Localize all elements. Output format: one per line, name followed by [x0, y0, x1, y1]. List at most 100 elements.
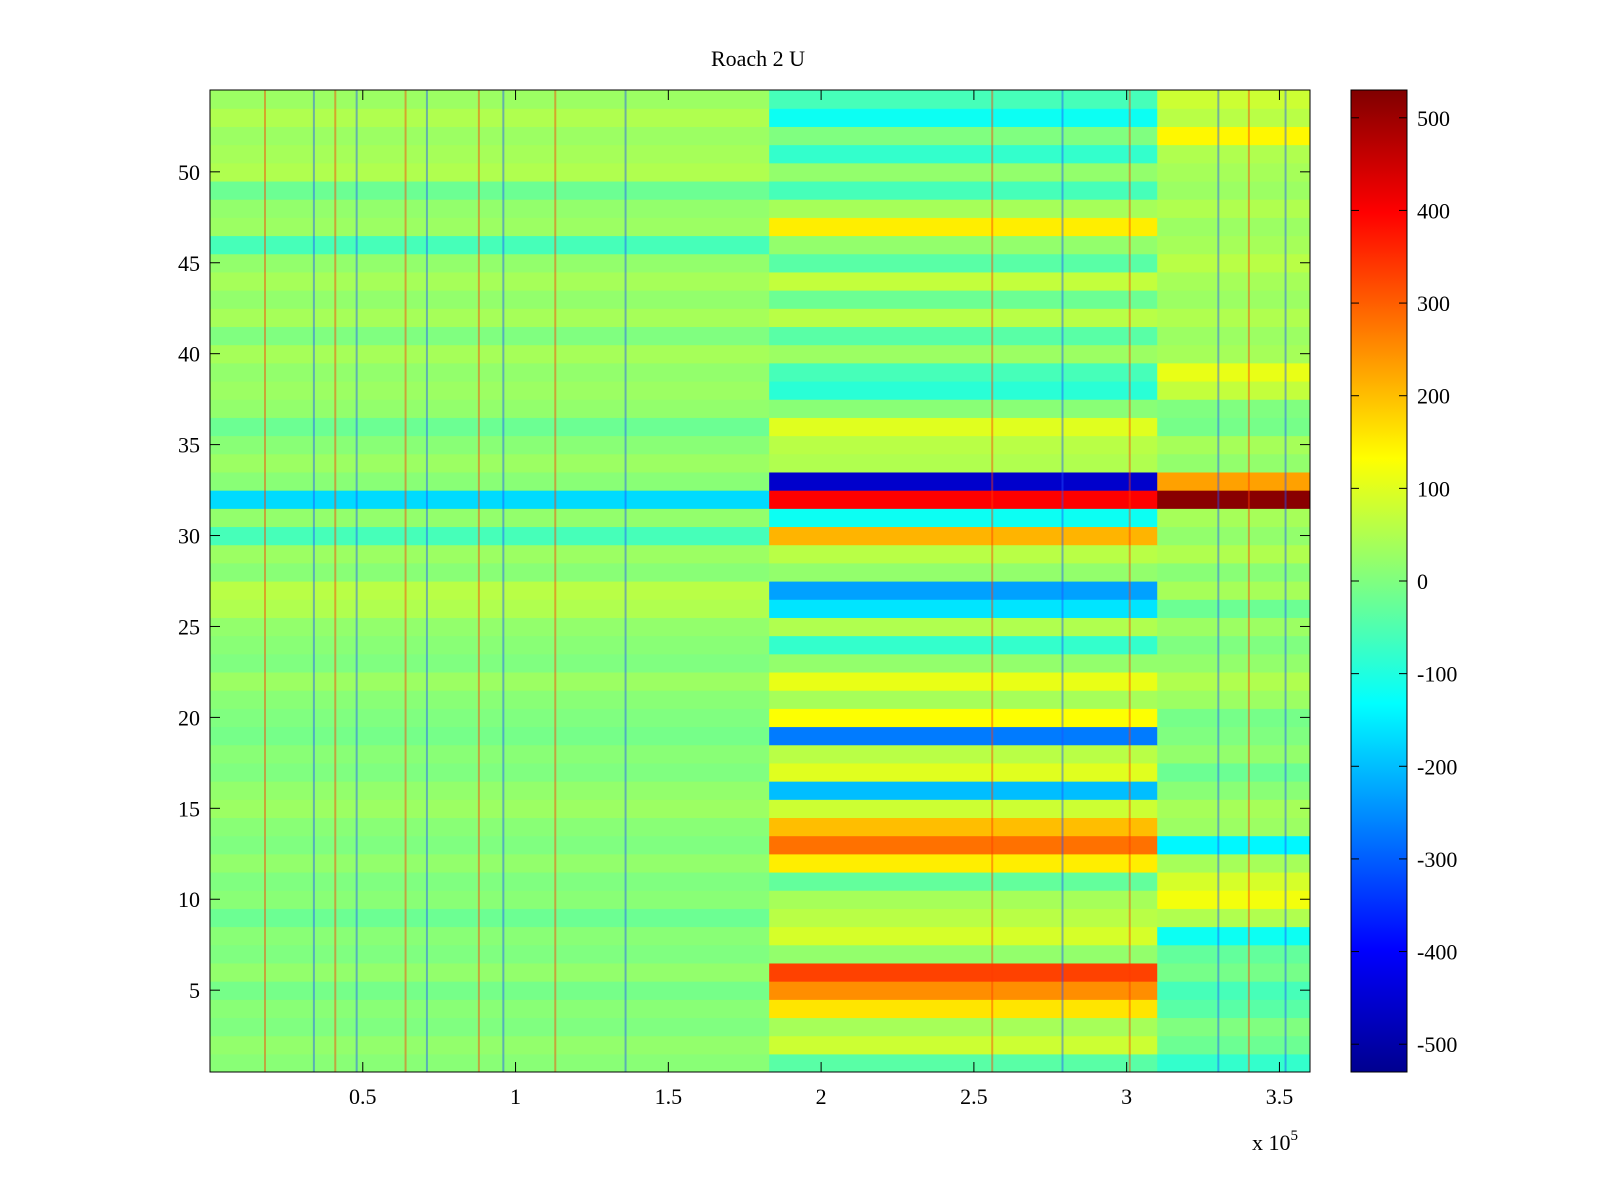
- heatmap-cell: [769, 926, 1158, 946]
- heatmap-cell: [1157, 890, 1310, 909]
- colorbar-tick-label: -200: [1417, 754, 1457, 779]
- heatmap-cell: [769, 999, 1158, 1019]
- heatmap-cell: [769, 290, 1158, 309]
- colorbar-tick-label: 0: [1417, 569, 1428, 594]
- heatmap-cell: [210, 417, 770, 437]
- heatmap-cell: [1157, 508, 1310, 528]
- colorbar-tick-label: -500: [1417, 1032, 1457, 1057]
- heatmap-cell: [769, 362, 1158, 382]
- y-axis: 5 10 15 20 25 30 35 40 45 50: [178, 160, 1310, 1003]
- heatmap-cell: [210, 617, 770, 637]
- heatmap-cell: [210, 162, 770, 182]
- heatmap-cell: [769, 471, 1158, 491]
- heatmap-cell: [1157, 308, 1310, 328]
- heatmap-cell: [1157, 653, 1310, 673]
- heatmap-cell: [210, 599, 770, 618]
- heatmap-cell: [210, 981, 770, 1000]
- heatmap-cell: [769, 90, 1158, 109]
- heatmap-cell: [1157, 453, 1310, 473]
- heatmap-streak: [264, 90, 266, 1072]
- heatmap-cell: [769, 417, 1158, 437]
- heatmap-cell: [210, 90, 770, 109]
- colorbar-tick-label: -300: [1417, 847, 1457, 872]
- heatmap-cell: [1157, 162, 1310, 182]
- heatmap-cell: [210, 690, 770, 709]
- heatmap-cell: [769, 399, 1158, 418]
- heatmap-cell: [210, 326, 770, 346]
- heatmap-cell: [210, 781, 770, 800]
- heatmap-cell: [210, 362, 770, 382]
- heatmap-cell: [1157, 253, 1310, 273]
- heatmap-cell: [1157, 581, 1310, 600]
- heatmap-cell: [210, 308, 770, 328]
- heatmap-cell: [210, 399, 770, 418]
- heatmap-cell: [1157, 799, 1310, 819]
- heatmap-cell: [1157, 926, 1310, 946]
- heatmap-streak: [404, 90, 407, 1072]
- heatmap-cell: [769, 653, 1158, 673]
- heatmap-cell: [769, 581, 1158, 600]
- heatmap-cell: [1157, 635, 1310, 655]
- heatmap-cell: [769, 835, 1158, 855]
- heatmap-cell: [210, 435, 770, 455]
- y-tick-label: 30: [178, 524, 200, 549]
- heatmap-cell: [769, 853, 1158, 873]
- heatmap-cell: [1157, 199, 1310, 218]
- heatmap-streak: [1217, 90, 1220, 1072]
- heatmap-streak: [624, 90, 627, 1072]
- colorbar-tick-label: 100: [1417, 476, 1450, 501]
- heatmap-cell: [1157, 290, 1310, 309]
- heatmap-cell: [769, 1017, 1158, 1037]
- heatmap-cell: [769, 762, 1158, 782]
- x-tick-label: 2: [816, 1084, 827, 1109]
- plot-frame: [209, 89, 1311, 1073]
- heatmap-cell: [1157, 853, 1310, 873]
- y-tick-label: 15: [178, 796, 200, 821]
- heatmap-cell: [1157, 690, 1310, 709]
- heatmap-cell: [769, 199, 1158, 218]
- heatmap-cell: [769, 326, 1158, 346]
- heatmap-cell: [769, 690, 1158, 709]
- heatmap-cell: [210, 835, 770, 855]
- heatmap-streak: [991, 90, 994, 1072]
- heatmap-cell: [210, 180, 770, 200]
- heatmap-cell: [1157, 180, 1310, 200]
- heatmap-cell: [769, 708, 1158, 728]
- heatmap-cell: [210, 744, 770, 764]
- heatmap-cell: [210, 217, 770, 237]
- heatmap-cell: [769, 235, 1158, 255]
- heatmap-cell: [210, 671, 770, 691]
- heatmap-cell: [210, 253, 770, 273]
- heatmap-cell: [1157, 708, 1310, 728]
- heatmap-cell: [769, 308, 1158, 328]
- heatmap-cell: [769, 544, 1158, 564]
- y-tick-label: 35: [178, 433, 200, 458]
- heatmap-cell: [769, 108, 1158, 127]
- heatmap-cell: [1157, 599, 1310, 618]
- heatmap-cell: [210, 526, 770, 546]
- heatmap-cell: [210, 271, 770, 291]
- heatmap-cell: [210, 1017, 770, 1037]
- heatmap-streak: [502, 90, 505, 1072]
- heatmap-streak: [1247, 90, 1250, 1072]
- heatmap-cell: [1157, 1053, 1310, 1072]
- heatmap-cell: [1157, 235, 1310, 255]
- y-tick-label: 50: [178, 160, 200, 185]
- heatmap-cell: [769, 562, 1158, 582]
- heatmap: [210, 90, 1310, 1072]
- heatmap-cell: [210, 653, 770, 673]
- heatmap-cell: [769, 380, 1158, 400]
- heatmap-cell: [769, 144, 1158, 164]
- heatmap-cell: [210, 962, 770, 982]
- heatmap-cell: [1157, 108, 1310, 127]
- colorbar-tick-label: 300: [1417, 291, 1450, 316]
- heatmap-cell: [1157, 544, 1310, 564]
- heatmap-cell: [210, 817, 770, 837]
- colorbar-tick-label: 200: [1417, 384, 1450, 409]
- heatmap-cell: [210, 908, 770, 928]
- heatmap-cell: [1157, 908, 1310, 928]
- x-axis: 0.5 1 1.5 2 2.5 3 3.5: [349, 90, 1293, 1109]
- y-tick-label: 25: [178, 614, 200, 639]
- heatmap-streak: [1128, 90, 1131, 1072]
- heatmap-cell: [1157, 962, 1310, 982]
